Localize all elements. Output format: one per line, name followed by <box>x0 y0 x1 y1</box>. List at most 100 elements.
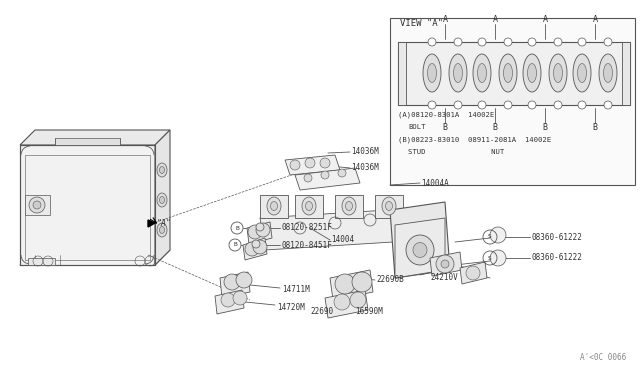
Text: STUD               NUT: STUD NUT <box>408 149 504 155</box>
Ellipse shape <box>342 197 356 215</box>
Polygon shape <box>247 222 272 244</box>
Polygon shape <box>390 202 450 278</box>
Ellipse shape <box>428 64 436 83</box>
Text: A: A <box>442 16 447 25</box>
Circle shape <box>428 101 436 109</box>
Polygon shape <box>335 195 363 218</box>
Ellipse shape <box>423 54 441 92</box>
Polygon shape <box>460 262 487 284</box>
Circle shape <box>221 293 235 307</box>
Ellipse shape <box>346 202 353 211</box>
Circle shape <box>248 225 262 239</box>
Ellipse shape <box>449 54 467 92</box>
Text: B: B <box>235 225 239 231</box>
Circle shape <box>334 294 350 310</box>
Ellipse shape <box>382 197 396 215</box>
Text: 08360-61222: 08360-61222 <box>532 253 583 263</box>
Ellipse shape <box>305 202 312 211</box>
Text: 22690B: 22690B <box>376 276 404 285</box>
Circle shape <box>504 101 512 109</box>
Ellipse shape <box>157 193 167 207</box>
Ellipse shape <box>159 227 164 234</box>
Text: 24210V: 24210V <box>430 273 458 282</box>
Circle shape <box>245 242 259 256</box>
Circle shape <box>253 240 267 254</box>
Text: B: B <box>442 122 447 131</box>
Circle shape <box>554 101 562 109</box>
Text: S: S <box>488 256 492 260</box>
Circle shape <box>578 38 586 46</box>
Circle shape <box>604 101 612 109</box>
Circle shape <box>578 101 586 109</box>
Text: 16590M: 16590M <box>355 308 383 317</box>
Text: 14004: 14004 <box>331 235 354 244</box>
Ellipse shape <box>302 197 316 215</box>
Text: 14036M: 14036M <box>351 164 379 173</box>
Circle shape <box>335 274 355 294</box>
Circle shape <box>478 38 486 46</box>
Polygon shape <box>398 42 630 105</box>
Text: B: B <box>543 122 547 131</box>
Ellipse shape <box>159 167 164 173</box>
Polygon shape <box>220 272 250 298</box>
Text: 22690: 22690 <box>310 308 333 317</box>
Polygon shape <box>330 270 373 300</box>
Text: 14036M: 14036M <box>351 148 379 157</box>
Circle shape <box>454 38 462 46</box>
Circle shape <box>352 272 372 292</box>
Polygon shape <box>25 195 50 215</box>
Ellipse shape <box>573 54 591 92</box>
Polygon shape <box>20 130 170 145</box>
Ellipse shape <box>577 64 586 83</box>
Text: BOLT: BOLT <box>408 124 426 130</box>
Text: 14720M: 14720M <box>277 302 305 311</box>
Circle shape <box>504 38 512 46</box>
Circle shape <box>454 101 462 109</box>
Ellipse shape <box>554 64 563 83</box>
Polygon shape <box>375 195 403 218</box>
Ellipse shape <box>604 64 612 83</box>
Circle shape <box>233 291 247 305</box>
Text: 08120-8251F: 08120-8251F <box>282 224 333 232</box>
Ellipse shape <box>504 64 513 83</box>
Ellipse shape <box>477 64 486 83</box>
Ellipse shape <box>527 64 536 83</box>
Ellipse shape <box>159 196 164 203</box>
Ellipse shape <box>523 54 541 92</box>
Circle shape <box>436 255 454 273</box>
Polygon shape <box>28 258 55 265</box>
Text: A'<0C 0066: A'<0C 0066 <box>580 353 627 362</box>
Text: (B)08223-83010  08911-2081A  14002E: (B)08223-83010 08911-2081A 14002E <box>398 137 551 143</box>
Text: B: B <box>493 122 497 131</box>
Text: S: S <box>488 234 492 240</box>
Circle shape <box>252 240 260 248</box>
Circle shape <box>490 227 506 243</box>
Ellipse shape <box>406 235 434 265</box>
Circle shape <box>256 223 264 231</box>
Polygon shape <box>295 195 323 218</box>
Text: "A": "A" <box>157 219 172 228</box>
Text: VIEW "A": VIEW "A" <box>400 19 443 29</box>
Ellipse shape <box>271 202 278 211</box>
Circle shape <box>350 292 366 308</box>
Circle shape <box>528 38 536 46</box>
Polygon shape <box>430 252 462 276</box>
Text: 08120-8451F: 08120-8451F <box>282 241 333 250</box>
Polygon shape <box>260 195 288 218</box>
Polygon shape <box>260 208 425 250</box>
Text: (A)08120-8301A  14002E: (A)08120-8301A 14002E <box>398 112 494 118</box>
Circle shape <box>441 260 449 268</box>
Ellipse shape <box>413 243 427 257</box>
Circle shape <box>554 38 562 46</box>
Circle shape <box>304 174 312 182</box>
Circle shape <box>528 101 536 109</box>
Circle shape <box>33 201 41 209</box>
Circle shape <box>338 169 346 177</box>
Ellipse shape <box>157 163 167 177</box>
Circle shape <box>428 38 436 46</box>
Circle shape <box>478 101 486 109</box>
Polygon shape <box>55 138 120 145</box>
Circle shape <box>290 160 300 170</box>
Polygon shape <box>295 168 360 190</box>
Ellipse shape <box>267 197 281 215</box>
